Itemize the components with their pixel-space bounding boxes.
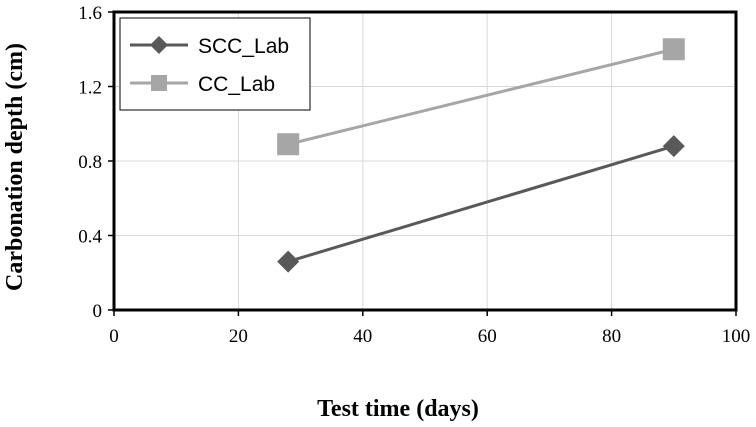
y-tick-labels: 0 0.4 0.8 1.2 1.6 [78, 3, 102, 322]
x-tick-label: 100 [722, 326, 751, 347]
legend-diamond-marker [150, 36, 168, 54]
data-point-scc-lab [277, 250, 300, 273]
legend: SCC_Lab CC_Lab [119, 17, 311, 111]
legend-marker-cc-lab [151, 75, 167, 91]
x-axis-title: Test time (days) [317, 396, 479, 422]
legend-label-cc-lab: CC_Lab [198, 73, 275, 96]
x-tick-label: 0 [109, 326, 119, 347]
x-tick-label: 40 [353, 326, 372, 347]
y-tick-label: 1.6 [78, 3, 102, 24]
data-point-cc-lab [662, 38, 685, 61]
plot-border [112, 10, 738, 312]
series-layer [277, 38, 685, 273]
legend-marker-scc-lab [150, 36, 168, 54]
y-axis-title: Carbonation depth (cm) [2, 43, 28, 291]
y-tick-label: 1.2 [78, 78, 102, 99]
x-tick-labels: 0 20 40 60 80 100 [109, 326, 750, 347]
legend-box [119, 17, 311, 111]
y-tick-label: 0 [93, 301, 103, 322]
x-tick-label: 60 [478, 326, 497, 347]
series-line-cc-lab [287, 47, 675, 146]
x-tick-label: 20 [229, 326, 248, 347]
data-point-cc-lab [277, 133, 300, 156]
series-line-scc-lab [287, 144, 675, 264]
y-tick-label: 0.8 [78, 152, 102, 173]
legend-label-scc-lab: SCC_Lab [198, 35, 289, 58]
x-tick-label: 80 [602, 326, 621, 347]
y-tick-label: 0.4 [78, 227, 102, 248]
legend-square-marker [151, 75, 167, 91]
data-point-scc-lab [662, 135, 685, 158]
